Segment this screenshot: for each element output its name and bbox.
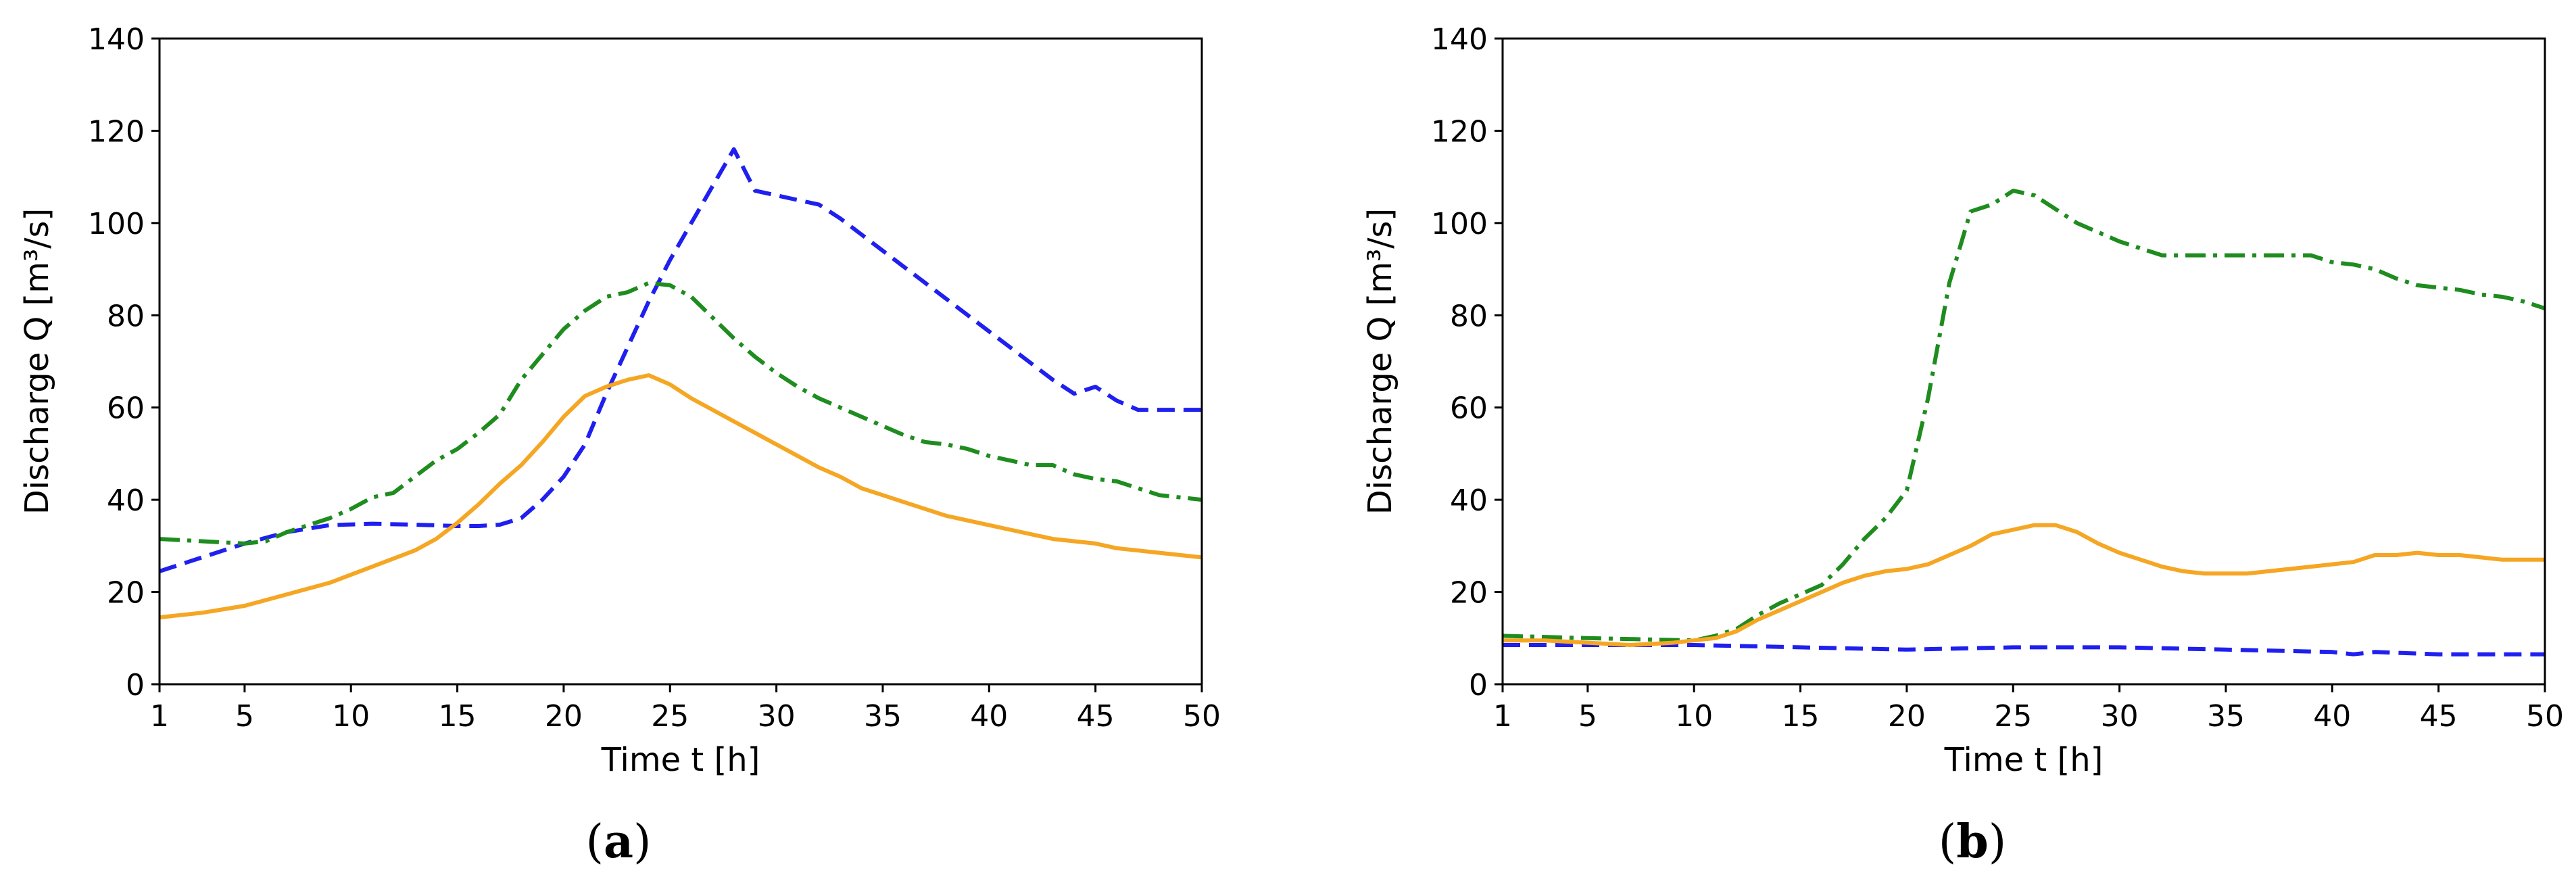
panel-a-y-tick-label: 40 — [107, 483, 145, 518]
panel-b-x-tick-label: 25 — [1994, 699, 2032, 734]
panel-b-x-tick-label: 5 — [1578, 699, 1597, 734]
panel-a-y-tick-label: 20 — [107, 576, 145, 611]
panel-a-plot-frame — [158, 37, 1203, 686]
panel-b-y-tick-label: 80 — [1450, 299, 1488, 333]
panel-b-panel-label: (b) — [1939, 815, 2007, 869]
panel-a-y-axis-label: Discharge Q [m³/s] — [18, 208, 56, 515]
panel-b-x-axis-label: Time t [h] — [1944, 741, 2104, 779]
panel-a-x-tick-label: 50 — [1183, 699, 1221, 734]
panel-a-x-tick-label: 30 — [758, 699, 796, 734]
panel-a-series-dashdot-line — [160, 281, 1202, 546]
panel-a-x-tick-label: 25 — [651, 699, 689, 734]
panel-a-y-tick-label: 140 — [88, 22, 145, 57]
panel-a-y-tick-label: 0 — [126, 668, 145, 703]
panel-b-chart: 1 5 10 15 20 25 30 35 40 45 50020406080100120140Ti… — [1361, 22, 2564, 869]
panel-a-y-tick-label: 60 — [107, 391, 145, 426]
panel-a-series-solid-line — [160, 373, 1202, 620]
panel-a-panel-label: (a) — [585, 815, 651, 869]
panel-b-y-tick-label: 20 — [1450, 576, 1488, 611]
panel-a-series-dashed-line — [160, 147, 1202, 573]
panel-b-y-tick-label: 140 — [1431, 22, 1488, 57]
panel-b-x-tick-label: 1 — [1493, 699, 1512, 734]
panel-b-y-tick-label: 100 — [1431, 207, 1488, 241]
panel-b-x-tick-label: 45 — [2420, 699, 2458, 734]
panel-b-series-dashdot-line — [1503, 189, 2545, 643]
panel-a-x-tick-label: 15 — [439, 699, 477, 734]
panel-a-x-tick-label: 45 — [1077, 699, 1115, 734]
panel-b-series-solid-line — [1503, 523, 2545, 647]
panel-a-x-tick-label: 1 — [150, 699, 169, 734]
panel-a-y-tick-label: 100 — [88, 207, 145, 241]
panel-b-x-tick-label: 15 — [1782, 699, 1820, 734]
panel-a-x-tick-label: 5 — [235, 699, 254, 734]
panel-a-y-tick-label: 80 — [107, 299, 145, 333]
panel-b-y-tick-label: 0 — [1469, 668, 1488, 703]
panel-b-y-tick-label: 40 — [1450, 483, 1488, 518]
panel-b-x-tick-label: 40 — [2313, 699, 2351, 734]
panel-a-x-tick-label: 40 — [970, 699, 1008, 734]
panel-b-y-tick-label: 120 — [1431, 114, 1488, 149]
panel-b-x-tick-label: 35 — [2207, 699, 2245, 734]
panel-a-x-axis-label: Time t [h] — [601, 741, 760, 779]
panel-b-plot-frame — [1501, 37, 2546, 686]
panel-b-y-axis-label: Discharge Q [m³/s] — [1361, 208, 1399, 515]
panel-b-x-tick-label: 10 — [1675, 699, 1713, 734]
panel-b-y-tick-label: 60 — [1450, 391, 1488, 426]
panel-a-x-tick-label: 35 — [864, 699, 902, 734]
panel-a-x-tick-label: 10 — [332, 699, 370, 734]
panel-b-x-tick-label: 50 — [2526, 699, 2564, 734]
panel-a-x-tick-label: 20 — [545, 699, 583, 734]
panel-a-y-tick-label: 120 — [88, 114, 145, 149]
panel-a-chart: 1 5 10 15 20 25 30 35 40 45 50020406080100120140Ti… — [18, 22, 1221, 869]
panel-b-series-dashed-line — [1503, 643, 2545, 657]
panel-b-x-tick-label: 20 — [1888, 699, 1926, 734]
panel-b-x-tick-label: 30 — [2101, 699, 2139, 734]
